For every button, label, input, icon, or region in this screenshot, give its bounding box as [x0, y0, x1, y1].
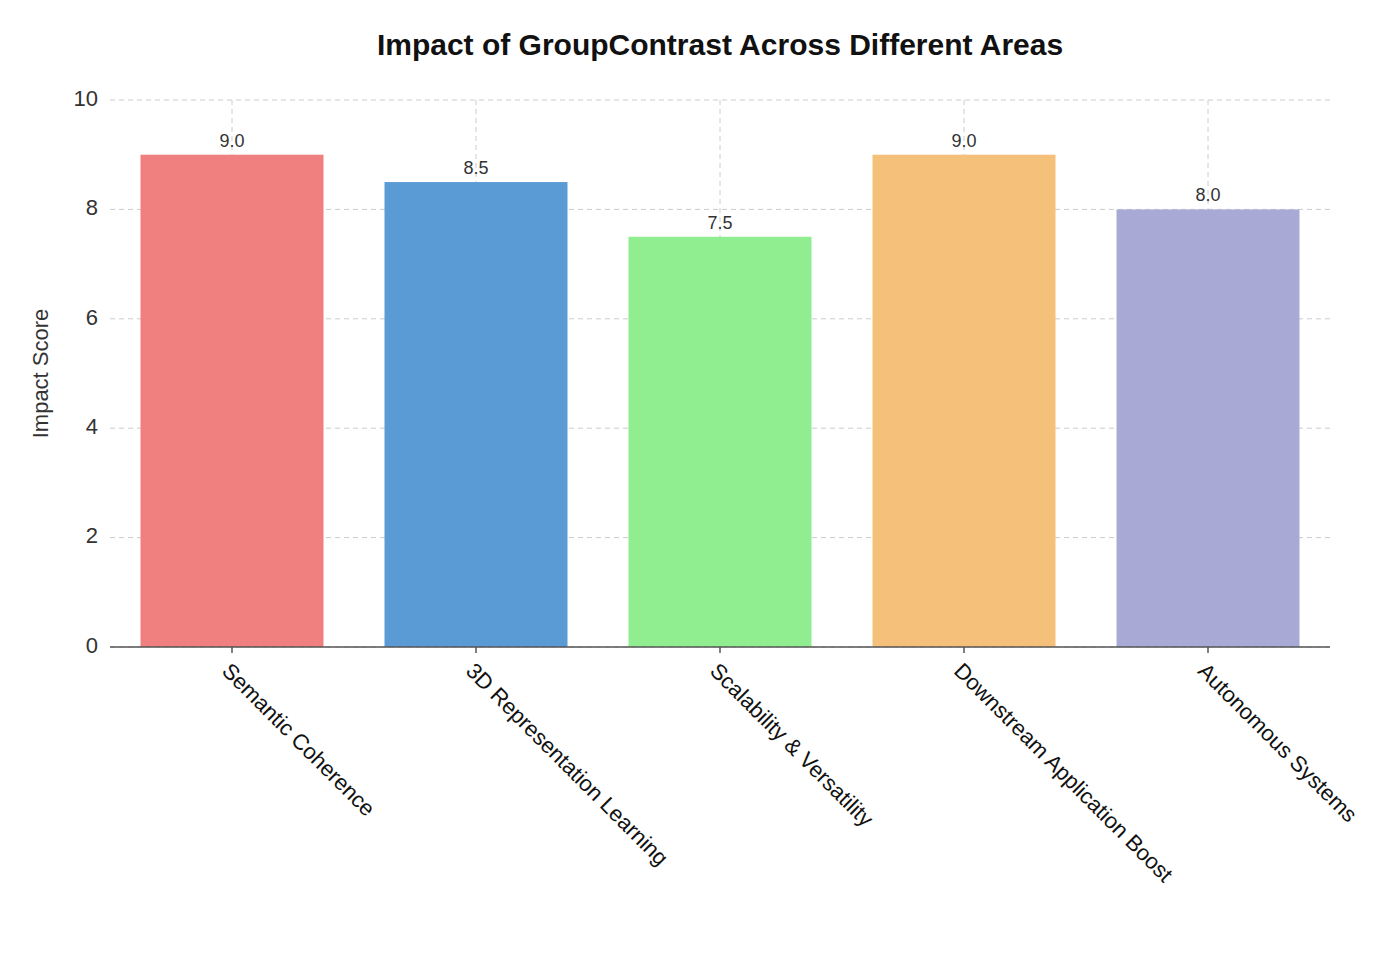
- y-tick-label: 8: [86, 195, 98, 220]
- bar: [1117, 209, 1300, 647]
- data-label: 8.0: [1195, 185, 1220, 205]
- grid: [110, 100, 1330, 647]
- x-tick: [719, 647, 721, 653]
- chart-container: 9.0 8.5 7.5 9.0 8.0 0 2 4 6 8 10 Semantic Coherence…: [0, 0, 1400, 967]
- data-labels: 9.0 8.5 7.5 9.0 8.0: [219, 131, 1220, 233]
- bar: [141, 155, 324, 647]
- y-axis-label: Impact Score: [28, 309, 53, 439]
- x-tick-label: Autonomous Systems: [1193, 658, 1362, 827]
- data-label: 8.5: [463, 158, 488, 178]
- chart-svg: 9.0 8.5 7.5 9.0 8.0 0 2 4 6 8 10 Semantic Coherence…: [0, 0, 1400, 967]
- y-tick-label: 4: [86, 414, 98, 439]
- y-tick-label: 6: [86, 305, 98, 330]
- bar: [629, 237, 812, 647]
- x-tick-label: Scalability & Versatility: [705, 658, 878, 831]
- x-tick: [231, 647, 233, 653]
- y-tick-label: 10: [74, 86, 98, 111]
- x-tick-label: 3D Representation Learning: [461, 658, 673, 870]
- data-label: 9.0: [219, 131, 244, 151]
- y-tick-label: 0: [86, 633, 98, 658]
- bar: [873, 155, 1056, 647]
- data-label: 7.5: [707, 213, 732, 233]
- data-label: 9.0: [951, 131, 976, 151]
- bars: [141, 155, 1300, 647]
- bar: [385, 182, 568, 647]
- x-tick-label: Semantic Coherence: [217, 658, 380, 821]
- y-axis: 0 2 4 6 8 10: [74, 86, 98, 658]
- x-tick: [475, 647, 477, 653]
- chart-title: Impact of GroupContrast Across Different…: [377, 28, 1063, 61]
- y-tick-label: 2: [86, 523, 98, 548]
- x-tick-label: Downstream Application Boost: [949, 658, 1178, 887]
- x-axis: Semantic Coherence 3D Representation Lear…: [110, 647, 1362, 887]
- x-tick: [963, 647, 965, 653]
- x-tick: [1207, 647, 1209, 653]
